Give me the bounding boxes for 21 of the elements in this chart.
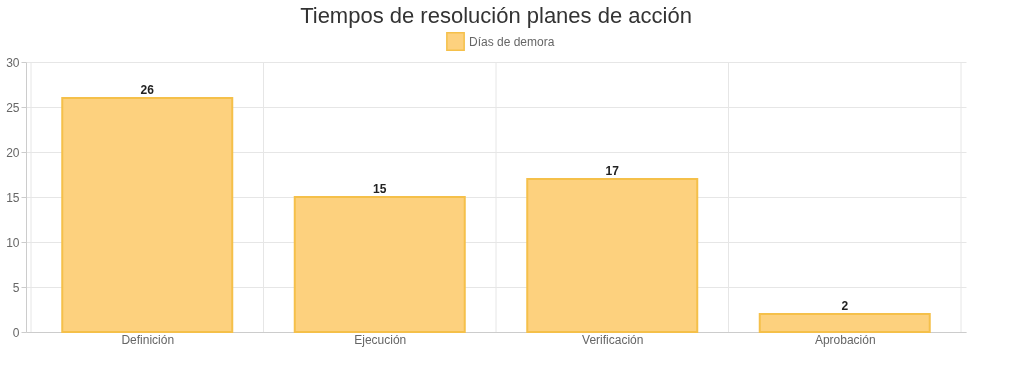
- y-tick-label: 25: [6, 100, 20, 115]
- legend-label: Días de demora: [469, 34, 555, 49]
- x-tick-label: Ejecución: [354, 332, 407, 347]
- y-tick-label: 5: [12, 280, 20, 295]
- x-tick-label: Verificación: [582, 332, 644, 347]
- data-label: 2: [841, 299, 849, 313]
- data-label: 17: [605, 164, 620, 178]
- x-tick-label: Definición: [121, 332, 175, 347]
- data-label: 15: [373, 182, 387, 196]
- y-tick-label: 15: [6, 190, 20, 205]
- y-tick-label: 0: [12, 325, 20, 340]
- bar: [758, 313, 931, 333]
- bar: [293, 196, 466, 333]
- data-label: 26: [140, 83, 155, 97]
- bar: [526, 178, 699, 333]
- y-tick-label: 10: [6, 235, 20, 250]
- x-tick-label: Aprobación: [814, 332, 876, 347]
- bar: [61, 97, 234, 333]
- chart-title: Tiempos de resolución planes de acción: [300, 3, 692, 28]
- y-tick-label: 30: [6, 55, 20, 70]
- y-tick-label: 20: [6, 145, 20, 160]
